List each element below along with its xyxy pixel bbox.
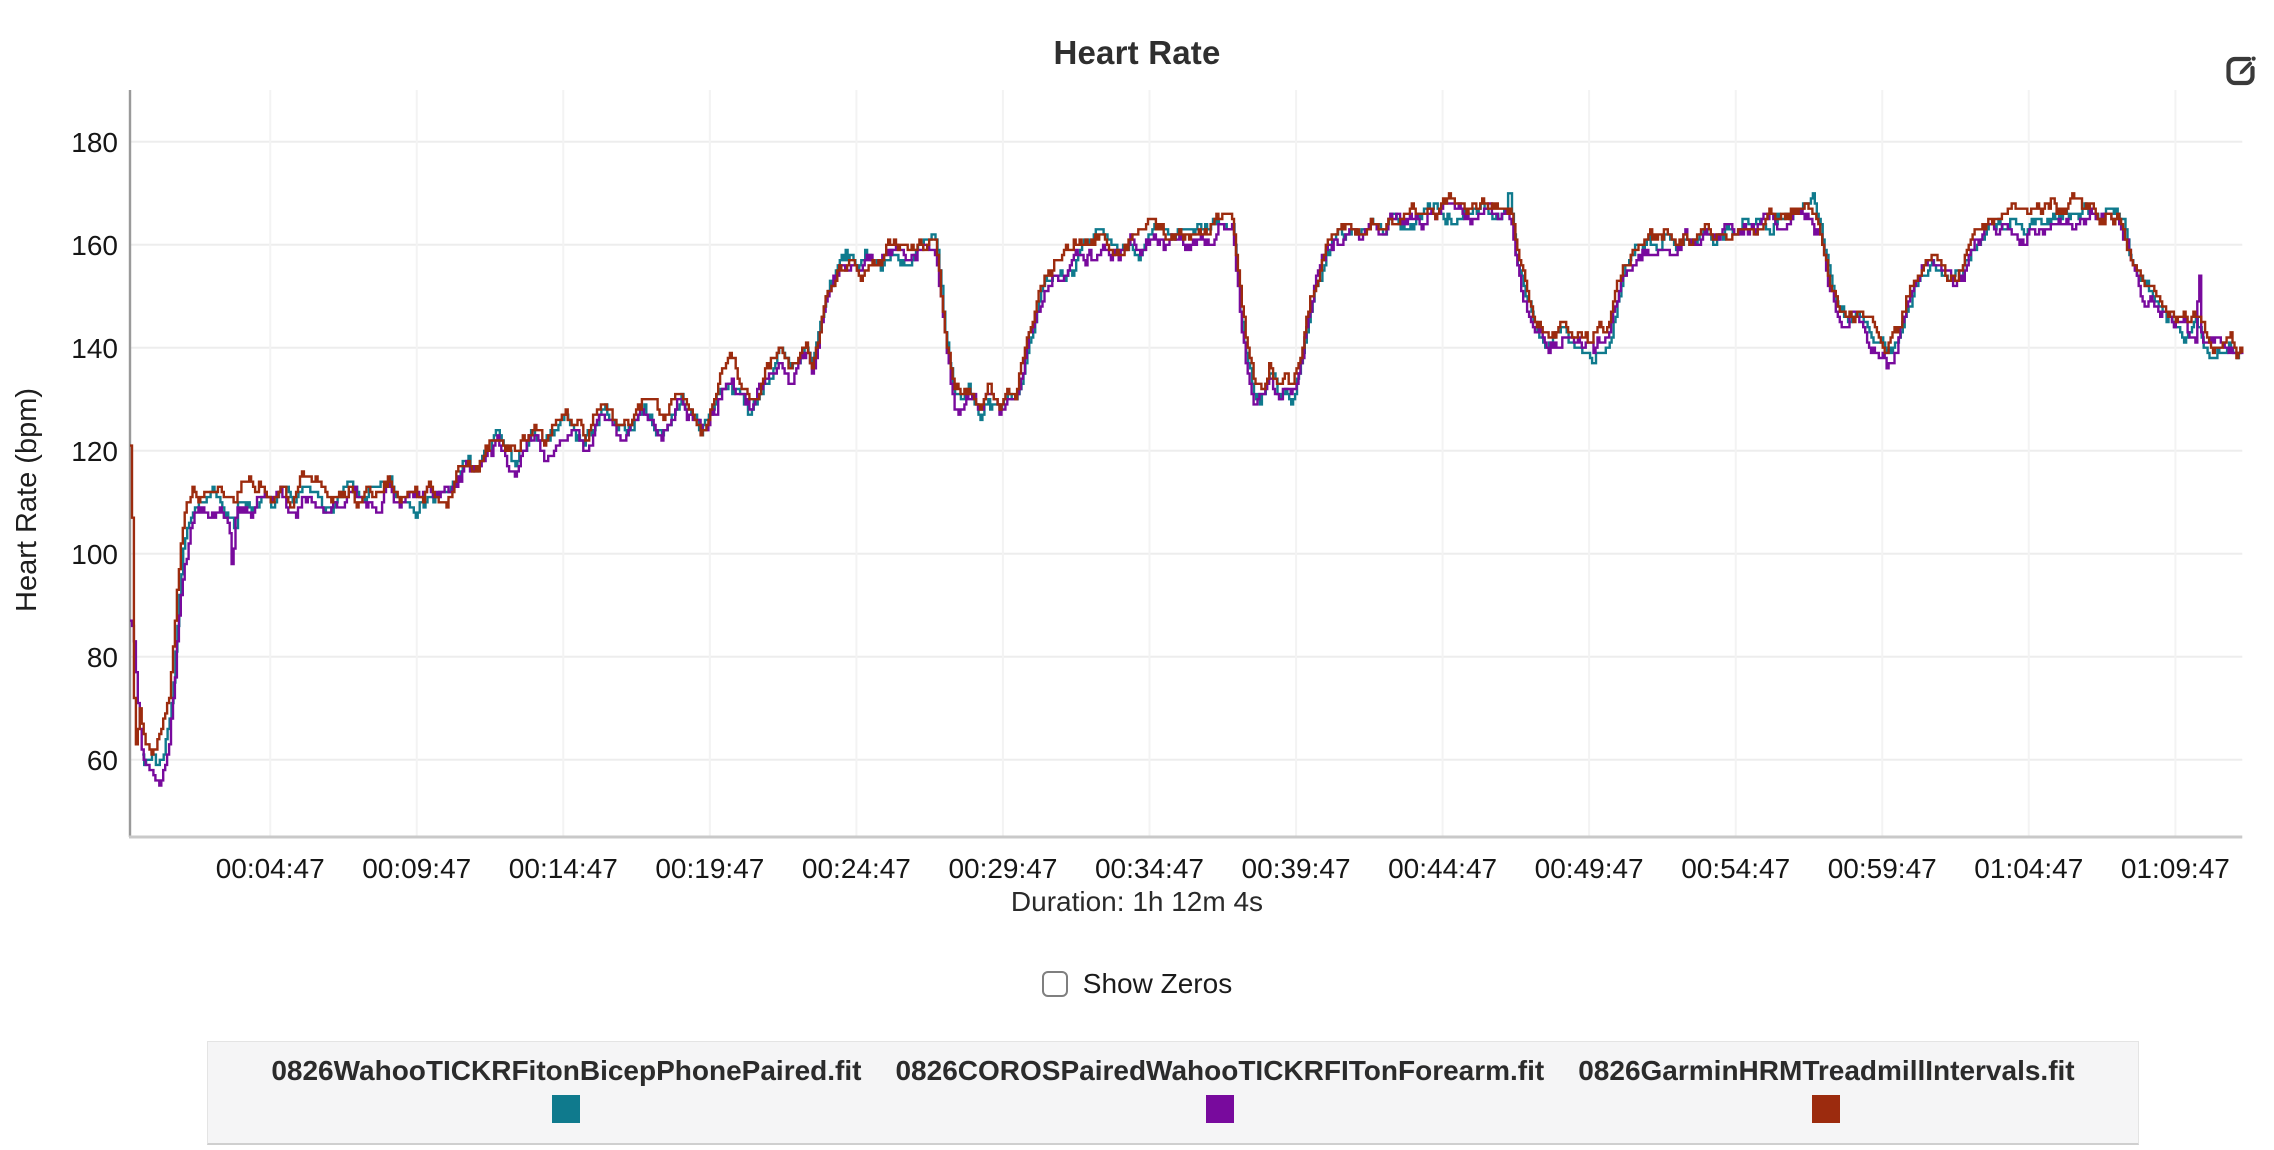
y-tick-label: 60 [87,745,118,776]
legend-color-swatch [1812,1095,1841,1123]
x-tick-label: 00:34:47 [1095,853,1204,884]
hr-series-3[interactable] [130,192,2244,756]
hr-series-2[interactable] [130,202,2244,787]
chart-legend: 0826WahooTICKRFitonBicepPhonePaired.fit 0… [207,1041,2139,1145]
legend-color-swatch [552,1095,581,1123]
legend-item[interactable]: 0826COROSPairedWahooTICKRFITonForearm.fi… [895,1055,1544,1123]
x-tick-label: 00:39:47 [1242,853,1351,884]
legend-color-swatch [1205,1095,1234,1123]
y-tick-label: 180 [71,127,118,158]
legend-item[interactable]: 0826WahooTICKRFitonBicepPhonePaired.fit [271,1055,861,1123]
legend-file-name: 0826GarminHRMTreadmillIntervals.fit [1578,1055,2075,1086]
x-tick-label: 00:14:47 [509,853,618,884]
show-zeros-label[interactable]: Show Zeros [1082,968,1233,999]
x-tick-label: 00:19:47 [655,853,764,884]
x-tick-label: 01:04:47 [1974,853,2083,884]
x-tick-label: 01:09:47 [2121,853,2230,884]
y-tick-label: 80 [87,642,118,673]
duration-label: Duration: 1h 12m 4s [1010,886,1264,917]
y-tick-label: 120 [71,436,118,467]
y-tick-label: 100 [71,539,118,570]
y-axis-title: Heart Rate (bpm) [11,388,43,612]
y-tick-label: 140 [71,333,118,364]
edit-icon [2226,56,2256,86]
y-tick-label: 160 [71,230,118,261]
legend-file-name: 0826COROSPairedWahooTICKRFITonForearm.fi… [895,1055,1545,1086]
legend-file-name: 0826WahooTICKRFitonBicepPhonePaired.fit [271,1055,862,1086]
x-tick-label: 00:49:47 [1535,853,1644,884]
show-zeros-checkbox[interactable] [1041,971,1068,997]
x-tick-label: 00:54:47 [1681,853,1790,884]
show-zeros-control: Show Zeros [0,968,2274,1000]
page-title: Heart Rate [1053,34,1221,71]
x-tick-label: 00:04:47 [216,853,325,884]
legend-item[interactable]: 0826GarminHRMTreadmillIntervals.fit [1578,1055,2075,1123]
edit-chart-button[interactable] [2222,50,2262,90]
x-tick-label: 00:24:47 [802,853,911,884]
hr-line-chart[interactable]: 60 80 100 120 140 160 180 00:04:47 00:09:47 00:14… [0,0,2274,930]
x-tick-label: 00:44:47 [1388,853,1497,884]
x-tick-label: 00:59:47 [1828,853,1937,884]
x-tick-label: 00:29:47 [948,853,1057,884]
x-tick-label: 00:09:47 [362,853,471,884]
